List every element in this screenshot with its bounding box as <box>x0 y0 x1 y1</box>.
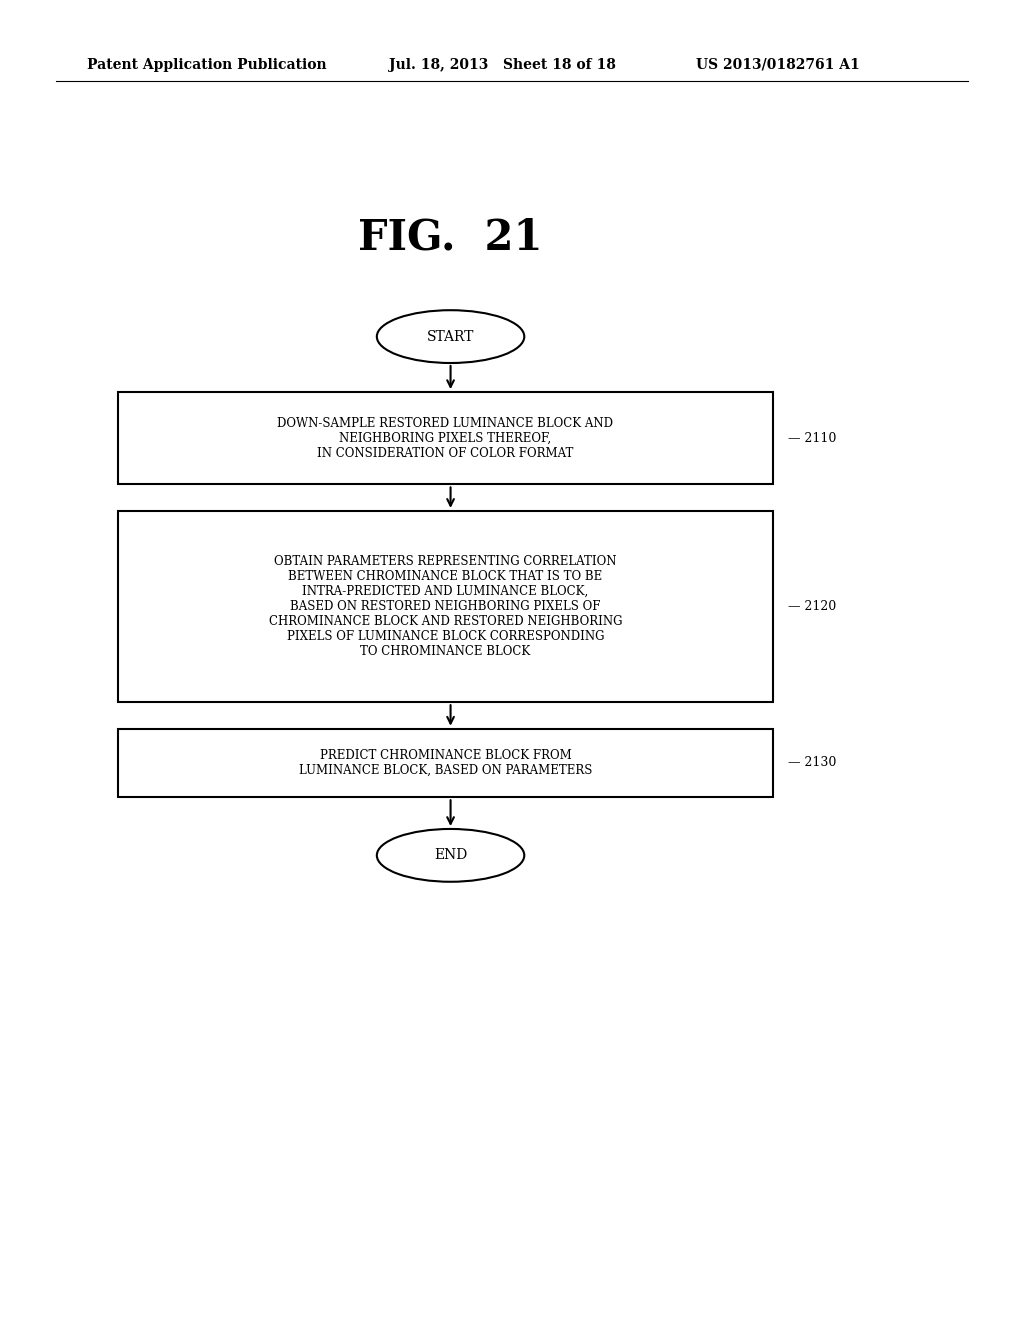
FancyBboxPatch shape <box>118 729 773 797</box>
Text: — 2110: — 2110 <box>788 432 837 445</box>
FancyBboxPatch shape <box>118 511 773 702</box>
Text: OBTAIN PARAMETERS REPRESENTING CORRELATION
BETWEEN CHROMINANCE BLOCK THAT IS TO : OBTAIN PARAMETERS REPRESENTING CORRELATI… <box>268 554 623 659</box>
Text: PREDICT CHROMINANCE BLOCK FROM
LUMINANCE BLOCK, BASED ON PARAMETERS: PREDICT CHROMINANCE BLOCK FROM LUMINANCE… <box>299 748 592 777</box>
Text: US 2013/0182761 A1: US 2013/0182761 A1 <box>696 58 860 71</box>
Text: END: END <box>434 849 467 862</box>
Text: — 2130: — 2130 <box>788 756 837 770</box>
Text: — 2120: — 2120 <box>788 601 837 612</box>
Text: FIG.  21: FIG. 21 <box>358 216 543 259</box>
FancyBboxPatch shape <box>118 392 773 484</box>
Text: Jul. 18, 2013   Sheet 18 of 18: Jul. 18, 2013 Sheet 18 of 18 <box>389 58 616 71</box>
Text: START: START <box>427 330 474 343</box>
Text: DOWN-SAMPLE RESTORED LUMINANCE BLOCK AND
NEIGHBORING PIXELS THEREOF,
IN CONSIDER: DOWN-SAMPLE RESTORED LUMINANCE BLOCK AND… <box>278 417 613 459</box>
Ellipse shape <box>377 310 524 363</box>
Ellipse shape <box>377 829 524 882</box>
Text: Patent Application Publication: Patent Application Publication <box>87 58 327 71</box>
